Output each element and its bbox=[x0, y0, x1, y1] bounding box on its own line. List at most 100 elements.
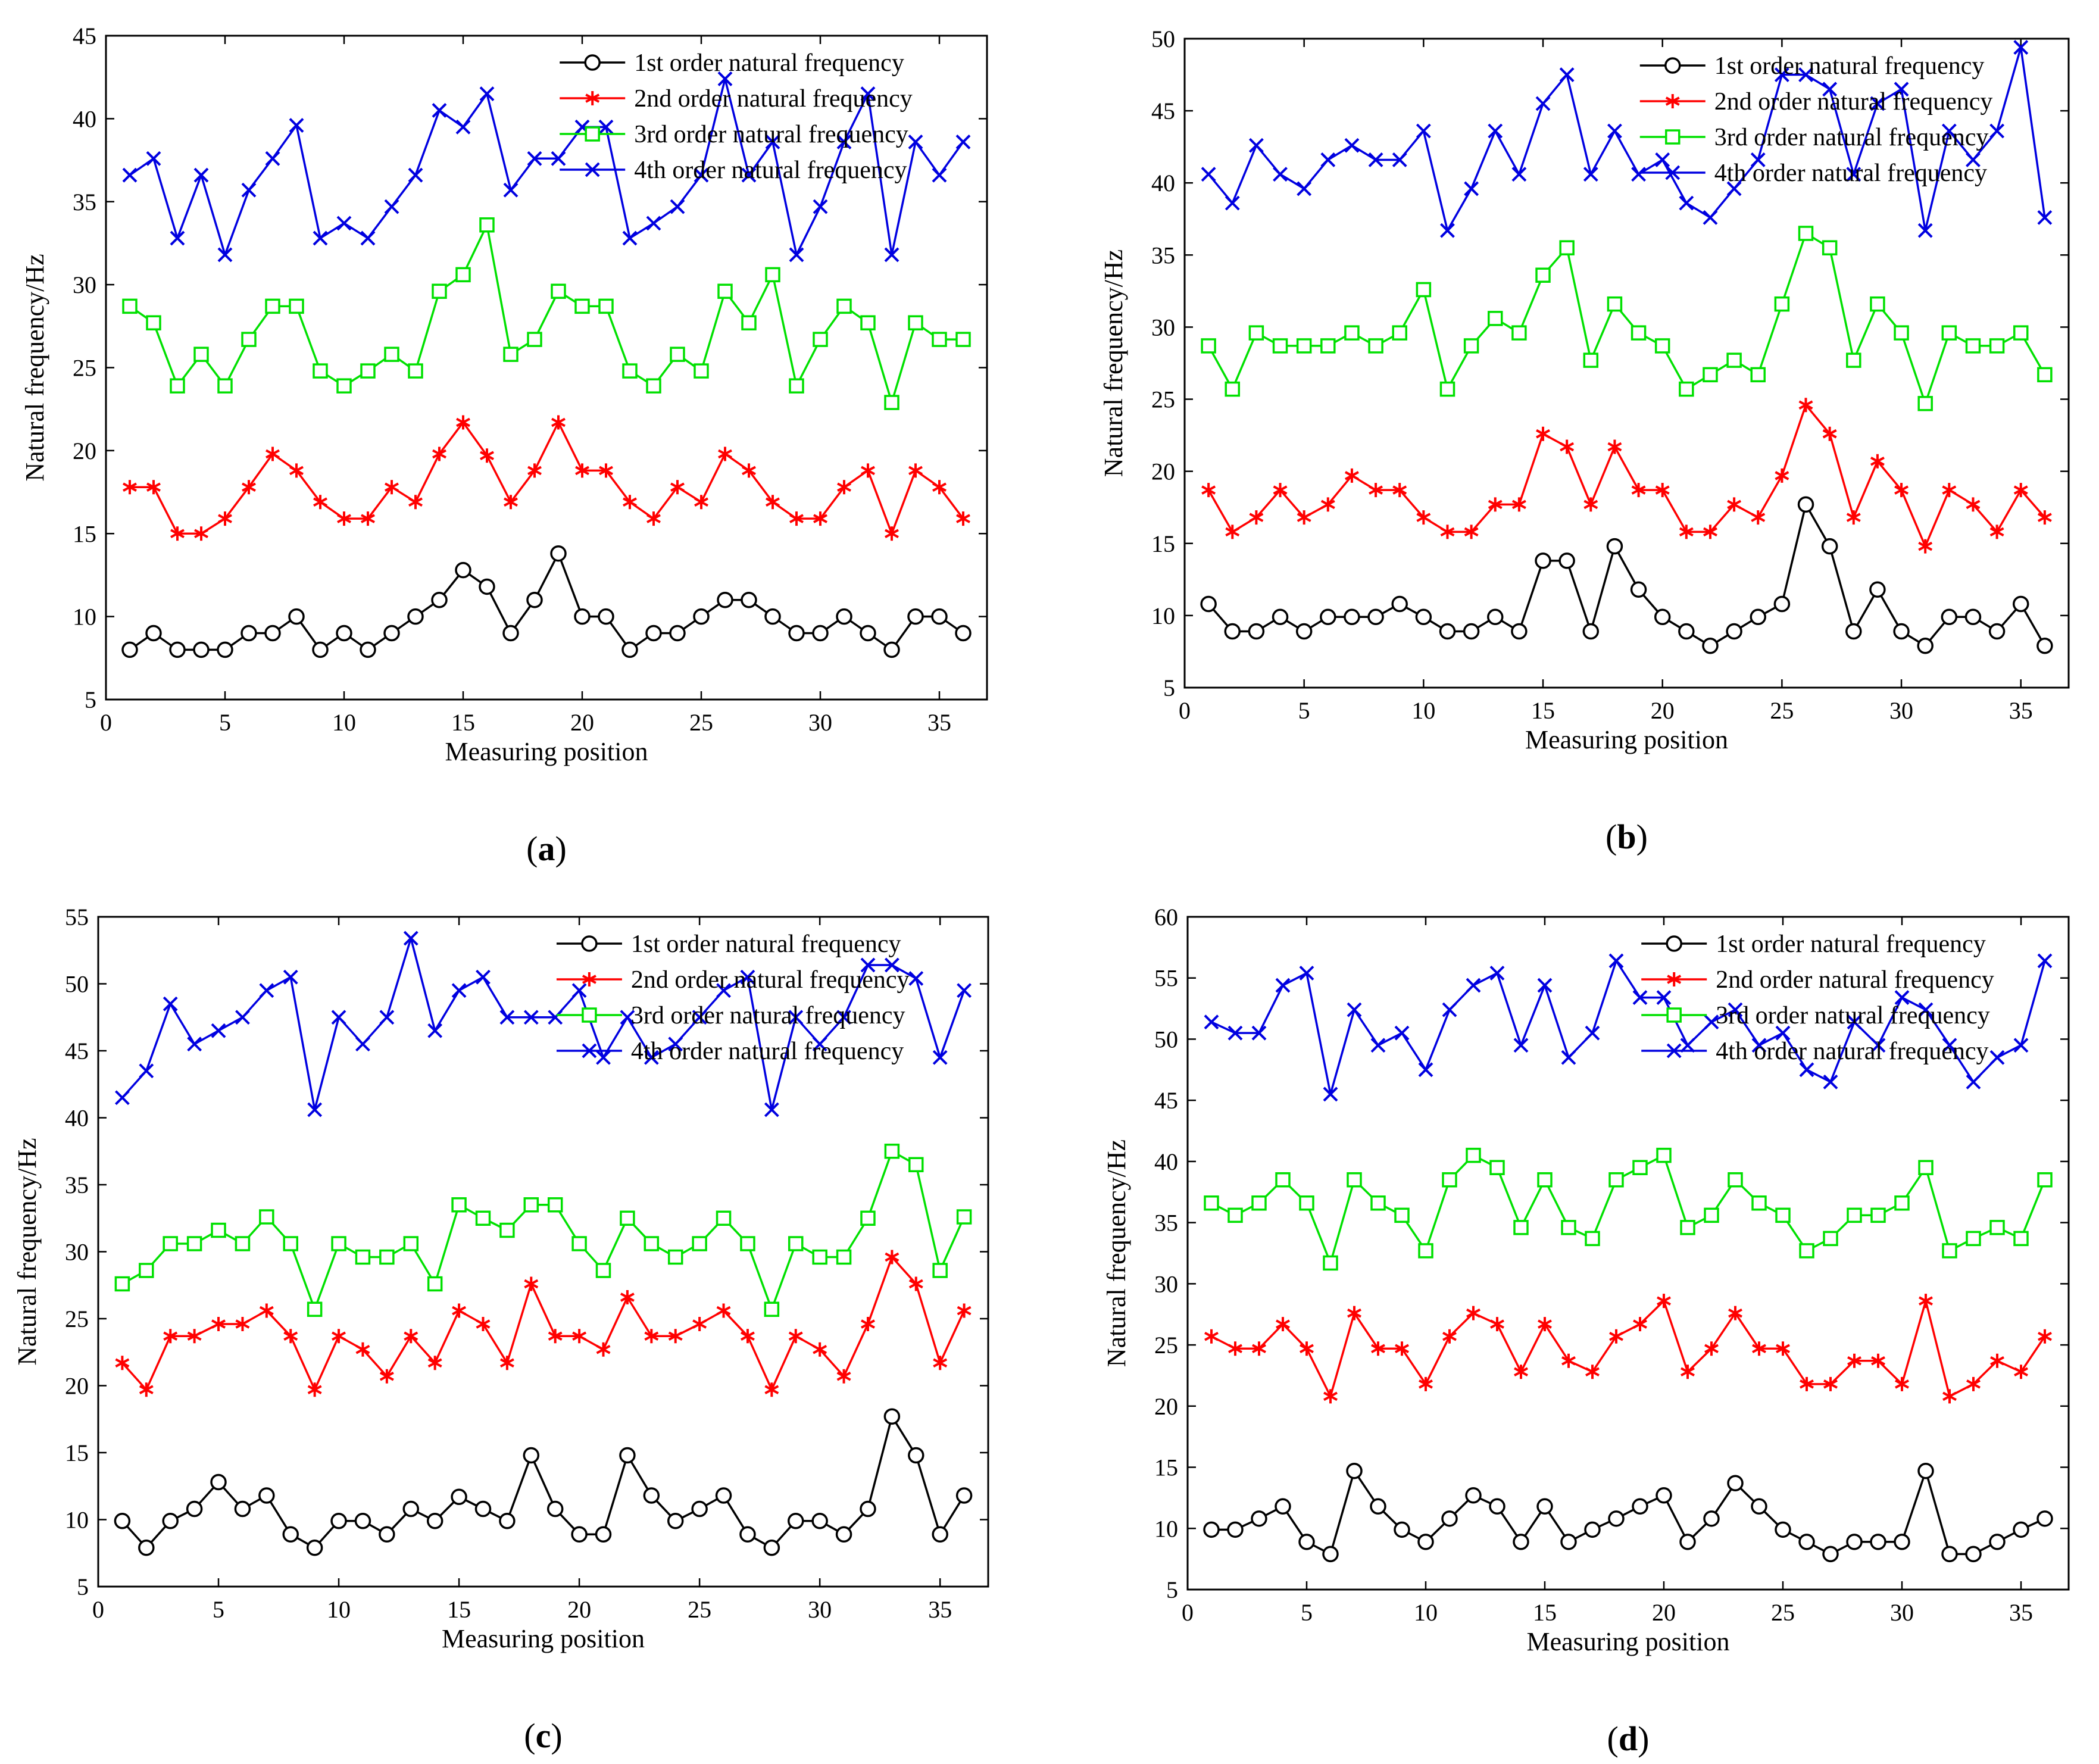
data-point-s3 bbox=[1416, 282, 1432, 298]
data-point-s2 bbox=[170, 526, 185, 541]
data-point-s1 bbox=[1870, 1534, 1886, 1550]
data-point-s4 bbox=[1320, 152, 1336, 167]
data-point-s3 bbox=[860, 1210, 876, 1226]
data-point-s2 bbox=[1609, 1329, 1623, 1344]
data-point-s3 bbox=[265, 298, 280, 314]
data-point-s4 bbox=[1680, 1038, 1695, 1053]
data-point-s3 bbox=[716, 1210, 732, 1226]
caption-letter: b bbox=[1617, 817, 1636, 856]
y-tick-label: 40 bbox=[1151, 170, 1175, 196]
data-point-s3 bbox=[1489, 1160, 1505, 1175]
data-point-s1 bbox=[234, 1500, 251, 1518]
data-point-s4 bbox=[1822, 82, 1838, 97]
data-point-s4 bbox=[884, 957, 899, 973]
x-tick-label: 25 bbox=[689, 709, 713, 736]
data-point-s1 bbox=[502, 625, 519, 642]
data-point-s3 bbox=[1846, 352, 1861, 368]
caption-open: ( bbox=[526, 829, 538, 868]
y-tick-label: 10 bbox=[1154, 1515, 1178, 1542]
data-point-s3 bbox=[551, 283, 566, 299]
data-point-s4 bbox=[1704, 1014, 1719, 1030]
data-point-s1 bbox=[1773, 595, 1791, 613]
data-point-s3 bbox=[741, 315, 757, 330]
data-point-s4 bbox=[1941, 123, 1957, 139]
data-point-s2 bbox=[572, 1329, 587, 1344]
data-point-s4 bbox=[1368, 152, 1383, 167]
data-point-s1 bbox=[1798, 1534, 1815, 1550]
data-point-s4 bbox=[1966, 152, 1981, 167]
data-point-s2 bbox=[527, 463, 542, 478]
data-point-s4 bbox=[379, 1010, 395, 1025]
y-tick-label: 35 bbox=[65, 1172, 89, 1198]
data-point-s2 bbox=[242, 480, 256, 495]
data-point-s1 bbox=[835, 1526, 852, 1543]
data-point-s1 bbox=[2012, 595, 2029, 613]
data-point-s2 bbox=[692, 1317, 707, 1331]
y-tick-label: 45 bbox=[1151, 98, 1175, 124]
data-point-s2 bbox=[115, 1356, 130, 1370]
data-point-s3 bbox=[1942, 1243, 1957, 1259]
data-point-s4 bbox=[2013, 40, 2029, 55]
data-point-s2 bbox=[861, 463, 875, 478]
data-point-s1 bbox=[764, 608, 781, 625]
data-point-s2 bbox=[1631, 483, 1646, 498]
data-point-s3 bbox=[1798, 226, 1814, 241]
data-point-s2 bbox=[1847, 1353, 1861, 1368]
data-point-s4 bbox=[1632, 990, 1648, 1006]
x-tick-label: 5 bbox=[1301, 1599, 1313, 1626]
data-point-s4 bbox=[1323, 1087, 1338, 1102]
data-point-s3 bbox=[812, 1249, 827, 1265]
data-point-s1 bbox=[1582, 623, 1600, 640]
data-point-s3 bbox=[1559, 240, 1575, 255]
data-point-s4 bbox=[1489, 966, 1505, 981]
data-point-s3 bbox=[379, 1249, 395, 1265]
y-tick-label: 40 bbox=[65, 1105, 89, 1132]
data-point-s1 bbox=[1489, 1498, 1505, 1515]
data-point-s1 bbox=[1298, 1534, 1315, 1550]
data-point-s3 bbox=[283, 1236, 298, 1251]
data-point-s2 bbox=[1752, 1341, 1766, 1356]
legend-label: 1st order natural frequency bbox=[1714, 52, 1985, 80]
data-point-s4 bbox=[1989, 123, 2005, 139]
data-point-s2 bbox=[452, 1303, 467, 1318]
data-point-s2 bbox=[551, 415, 566, 430]
data-point-s1 bbox=[193, 641, 210, 658]
x-tick-label: 10 bbox=[1411, 697, 1435, 724]
data-point-s4 bbox=[1488, 123, 1503, 139]
data-point-s1 bbox=[1560, 1534, 1577, 1550]
legend-label: 3rd order natural frequency bbox=[1716, 1002, 1990, 1029]
x-tick-label: 5 bbox=[1298, 697, 1310, 724]
series-line-1 bbox=[1211, 1469, 2045, 1556]
data-point-s2 bbox=[1942, 1389, 1957, 1404]
legend-label: 4th order natural frequency bbox=[1714, 160, 1987, 187]
data-point-s3 bbox=[427, 1276, 443, 1292]
legend-marker bbox=[1665, 165, 1681, 180]
data-point-s2 bbox=[837, 480, 851, 495]
data-point-s3 bbox=[2013, 1231, 2029, 1247]
data-point-s1 bbox=[479, 578, 495, 595]
data-point-s3 bbox=[765, 267, 780, 283]
data-point-s1 bbox=[788, 625, 805, 642]
data-point-s3 bbox=[1275, 1172, 1291, 1188]
data-point-s2 bbox=[1655, 483, 1670, 498]
data-point-s1 bbox=[383, 625, 400, 642]
data-point-s3 bbox=[622, 363, 638, 379]
data-point-s2 bbox=[644, 1329, 659, 1344]
x-tick-label: 0 bbox=[92, 1596, 104, 1623]
data-point-s3 bbox=[1299, 1195, 1314, 1211]
data-point-s2 bbox=[740, 1329, 755, 1344]
data-point-s4 bbox=[408, 167, 423, 183]
y-tick-label: 55 bbox=[65, 904, 89, 931]
data-point-s4 bbox=[692, 1010, 707, 1025]
data-point-s4 bbox=[1847, 1014, 1862, 1030]
data-point-s3 bbox=[1679, 381, 1694, 397]
data-point-s4 bbox=[644, 1050, 659, 1065]
data-point-s2 bbox=[1894, 483, 1909, 498]
data-point-s3 bbox=[1631, 325, 1647, 341]
x-axis-title: Measuring position bbox=[442, 1624, 645, 1653]
data-point-s2 bbox=[1871, 1353, 1885, 1368]
data-point-s3 bbox=[1323, 1255, 1338, 1271]
y-tick-label: 60 bbox=[1154, 904, 1178, 931]
data-point-s4 bbox=[193, 167, 209, 183]
data-point-s1 bbox=[455, 561, 471, 579]
